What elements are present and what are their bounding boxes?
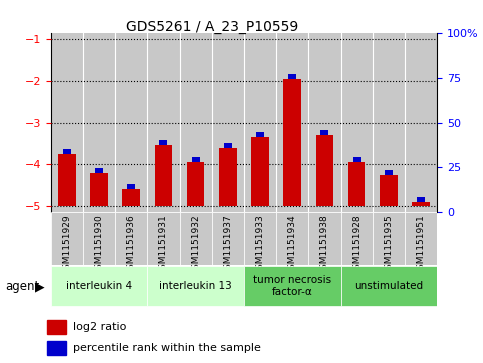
- Bar: [244, 212, 276, 265]
- Bar: [115, 33, 147, 212]
- Text: agent: agent: [5, 280, 39, 293]
- Bar: [147, 33, 180, 212]
- Text: log2 ratio: log2 ratio: [72, 322, 126, 332]
- Bar: [83, 212, 115, 265]
- Text: GSM1151933: GSM1151933: [256, 214, 265, 275]
- Text: GSM1151930: GSM1151930: [95, 214, 103, 275]
- Text: GSM1151937: GSM1151937: [223, 214, 232, 275]
- Bar: [147, 266, 244, 306]
- Bar: [244, 33, 276, 212]
- Text: GSM1151931: GSM1151931: [159, 214, 168, 275]
- Bar: [320, 130, 328, 135]
- Text: GSM1151934: GSM1151934: [288, 214, 297, 274]
- Bar: [276, 33, 308, 212]
- Bar: [284, 79, 301, 206]
- Bar: [412, 202, 430, 206]
- Bar: [417, 197, 425, 202]
- Bar: [147, 212, 180, 265]
- Bar: [341, 266, 437, 306]
- Bar: [180, 33, 212, 212]
- Bar: [353, 157, 361, 162]
- Bar: [341, 212, 373, 265]
- Bar: [256, 132, 264, 137]
- Text: GSM1151935: GSM1151935: [384, 214, 393, 275]
- Text: GSM1151951: GSM1151951: [416, 214, 426, 275]
- Bar: [276, 212, 308, 265]
- Bar: [288, 74, 296, 79]
- Bar: [47, 320, 66, 334]
- Bar: [51, 266, 147, 306]
- Bar: [380, 175, 398, 206]
- Text: interleukin 4: interleukin 4: [66, 281, 132, 291]
- Bar: [348, 162, 366, 206]
- Bar: [63, 149, 71, 154]
- Bar: [385, 170, 393, 175]
- Bar: [83, 33, 115, 212]
- Bar: [251, 137, 269, 206]
- Bar: [212, 212, 244, 265]
- Bar: [308, 33, 341, 212]
- Text: percentile rank within the sample: percentile rank within the sample: [72, 343, 260, 353]
- Bar: [405, 212, 437, 265]
- Text: GSM1151936: GSM1151936: [127, 214, 136, 275]
- Text: GSM1151929: GSM1151929: [62, 214, 71, 274]
- Bar: [122, 189, 140, 206]
- Bar: [159, 140, 168, 146]
- Bar: [405, 33, 437, 212]
- Bar: [341, 33, 373, 212]
- Text: tumor necrosis
factor-α: tumor necrosis factor-α: [253, 275, 331, 297]
- Bar: [180, 212, 212, 265]
- Bar: [212, 33, 244, 212]
- Bar: [95, 168, 103, 173]
- Bar: [373, 212, 405, 265]
- Bar: [244, 266, 341, 306]
- Bar: [51, 33, 83, 212]
- Text: unstimulated: unstimulated: [354, 281, 424, 291]
- Bar: [51, 212, 83, 265]
- Bar: [373, 33, 405, 212]
- Bar: [127, 184, 135, 189]
- Bar: [47, 341, 66, 355]
- Text: GSM1151932: GSM1151932: [191, 214, 200, 274]
- Bar: [192, 157, 199, 162]
- Text: interleukin 13: interleukin 13: [159, 281, 232, 291]
- Bar: [115, 212, 147, 265]
- Bar: [219, 148, 237, 206]
- Bar: [308, 212, 341, 265]
- Bar: [155, 146, 172, 206]
- Text: GDS5261 / A_23_P10559: GDS5261 / A_23_P10559: [127, 20, 298, 34]
- Bar: [58, 154, 76, 206]
- Text: GSM1151938: GSM1151938: [320, 214, 329, 275]
- Text: ▶: ▶: [35, 280, 45, 293]
- Bar: [90, 173, 108, 206]
- Text: GSM1151928: GSM1151928: [352, 214, 361, 274]
- Bar: [224, 143, 232, 148]
- Bar: [187, 162, 204, 206]
- Bar: [315, 135, 333, 206]
